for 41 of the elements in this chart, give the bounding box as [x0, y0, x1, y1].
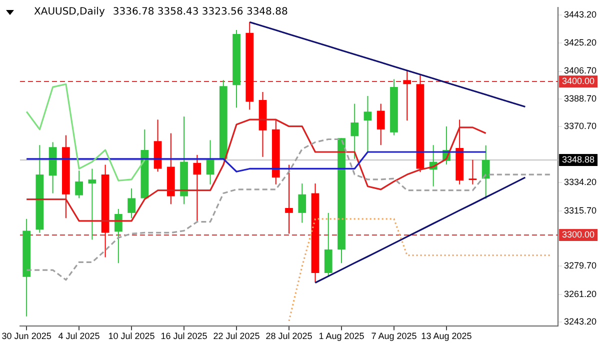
x-tick-label: 10 Jul 2025	[108, 331, 155, 342]
candlestick	[114, 208, 122, 264]
chart-subtitle: 3336.78 3358.43 3323.56 3348.88	[112, 6, 288, 18]
y-tick-label: 3243.20	[564, 316, 597, 327]
candlestick	[298, 182, 306, 224]
x-tick-label: 16 Jul 2025	[160, 331, 208, 342]
candlestick	[75, 170, 83, 199]
x-tick-label: 13 Aug 2025	[421, 331, 472, 342]
candlestick	[403, 70, 412, 122]
y-tick-label: 3315.70	[564, 205, 597, 216]
y-tick-label: 3334.20	[564, 177, 597, 188]
y-tick-label: 3261.20	[564, 289, 597, 300]
candlestick	[468, 159, 477, 185]
y-tick-label: 3425.20	[564, 37, 597, 48]
y-tick-label: 3388.70	[564, 93, 597, 104]
ref-line-label: 3300.00	[562, 230, 595, 240]
candlestick	[482, 144, 490, 200]
ref-line-label: 3348.88	[562, 154, 595, 164]
x-tick-label: 4 Jul 2025	[58, 331, 100, 342]
line-series	[26, 138, 552, 281]
y-tick-label: 3443.20	[564, 10, 597, 20]
x-tick-label: 22 Jul 2025	[213, 331, 260, 342]
ref-line-label: 3400.00	[562, 76, 595, 86]
candlestick	[128, 188, 136, 219]
line-series	[288, 218, 552, 322]
x-tick-label: 1 Aug 2025	[318, 331, 364, 342]
candlestick	[88, 168, 96, 240]
candlestick	[324, 212, 332, 277]
y-tick-label: 3370.70	[564, 120, 597, 131]
y-tick-label: 3406.70	[564, 66, 597, 76]
candlestick	[285, 164, 293, 234]
candlestick	[206, 140, 214, 185]
candlestick	[350, 103, 359, 160]
x-tick-label: 28 Jul 2025	[266, 331, 312, 342]
x-tick-label: 7 Aug 2025	[371, 331, 417, 342]
candlestick	[364, 95, 372, 152]
x-tick-label: 30 Jun 2025	[2, 331, 52, 342]
chart-title: XAUUSD,Daily	[34, 6, 105, 18]
candlestick	[376, 103, 385, 146]
candlestick	[193, 154, 202, 222]
y-tick-label: 3279.70	[564, 260, 597, 271]
